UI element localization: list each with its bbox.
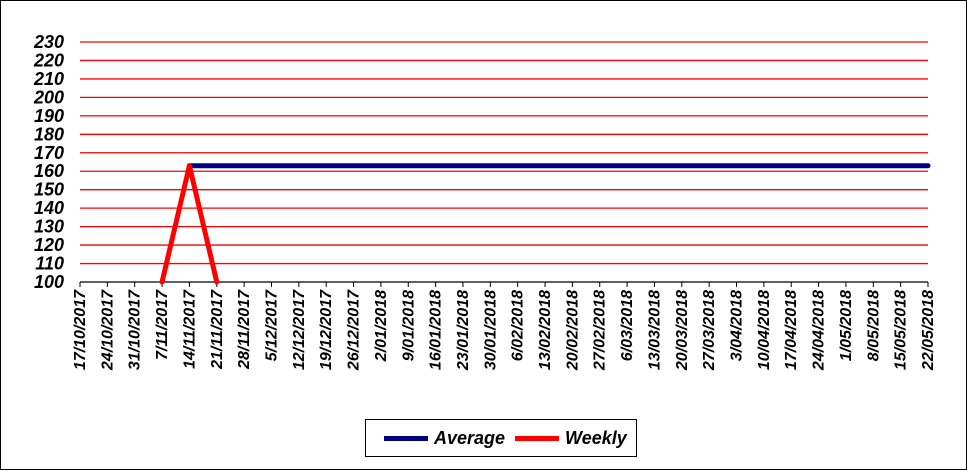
axes: [79, 281, 929, 287]
y-tick-label: 160: [34, 161, 64, 181]
y-axis-ticks: 1001101201301401501601701801902002102202…: [33, 32, 64, 292]
y-tick-label: 180: [34, 124, 64, 144]
y-tick-label: 170: [34, 143, 64, 163]
x-tick-label: 17/04/2018: [783, 290, 800, 370]
x-tick-label: 23/01/2018: [455, 290, 472, 371]
x-tick-label: 21/11/2017: [209, 289, 226, 370]
x-tick-label: 17/10/2017: [72, 289, 89, 370]
legend-label-weekly: Weekly: [565, 427, 627, 448]
x-tick-label: 12/12/2017: [291, 289, 308, 370]
x-tick-label: 1/05/2018: [838, 290, 855, 361]
y-tick-label: 120: [34, 235, 64, 255]
x-tick-label: 20/02/2018: [564, 290, 581, 371]
x-tick-label: 22/05/2018: [920, 290, 937, 371]
x-tick-label: 24/10/2017: [99, 289, 116, 371]
y-tick-label: 140: [34, 198, 64, 218]
x-tick-label: 26/12/2017: [346, 289, 363, 371]
x-tick-label: 10/04/2018: [756, 290, 773, 370]
legend-item-weekly: Weekly: [515, 428, 627, 449]
y-tick-label: 150: [34, 180, 64, 200]
y-tick-label: 230: [33, 32, 64, 52]
x-tick-label: 19/12/2017: [318, 289, 335, 370]
x-tick-label: 5/12/2017: [263, 289, 280, 361]
series-lines: [159, 163, 931, 285]
y-tick-label: 210: [33, 69, 64, 89]
x-tick-label: 20/03/2018: [674, 290, 691, 371]
x-tick-label: 6/02/2018: [510, 290, 527, 361]
x-tick-label: 8/05/2018: [865, 290, 882, 361]
legend: Average Weekly: [365, 419, 637, 457]
x-tick-label: 27/02/2018: [592, 290, 609, 371]
x-axis-ticks: 17/10/2017 24/10/2017 31/10/2017 7/11/2017 1…: [72, 289, 937, 371]
y-tick-label: 190: [34, 106, 64, 126]
x-tick-label: 7/11/2017: [154, 289, 171, 360]
series-line-weekly: [159, 163, 220, 285]
x-tick-label: 27/03/2018: [701, 290, 718, 371]
x-tick-label: 16/01/2018: [428, 290, 445, 370]
gridlines: [80, 41, 928, 265]
x-tick-label: 24/04/2018: [811, 290, 828, 371]
x-tick-label: 15/05/2018: [893, 290, 910, 370]
y-tick-label: 110: [35, 254, 64, 274]
x-tick-label: 28/11/2017: [236, 289, 253, 370]
y-tick-label: 100: [34, 272, 64, 292]
legend-item-average: Average: [384, 428, 505, 449]
x-tick-label: 6/03/2018: [619, 290, 636, 361]
x-tick-label: 13/02/2018: [537, 290, 554, 370]
y-tick-label: 220: [33, 50, 64, 70]
x-tick-label: 2/01/2018: [373, 290, 390, 362]
x-tick-label: 30/01/2018: [482, 290, 499, 370]
x-tick-label: 9/01/2018: [400, 290, 417, 361]
weekly-swatch: [515, 435, 560, 441]
legend-label-average: Average: [434, 427, 506, 448]
x-tick-label: 13/03/2018: [646, 290, 663, 370]
x-tick-label: 31/10/2017: [127, 289, 144, 370]
y-tick-label: 130: [34, 217, 64, 237]
y-tick-label: 200: [33, 87, 64, 107]
x-tick-label: 14/11/2017: [181, 289, 198, 369]
average-swatch: [384, 435, 428, 441]
x-tick-label: 3/04/2018: [729, 290, 746, 361]
